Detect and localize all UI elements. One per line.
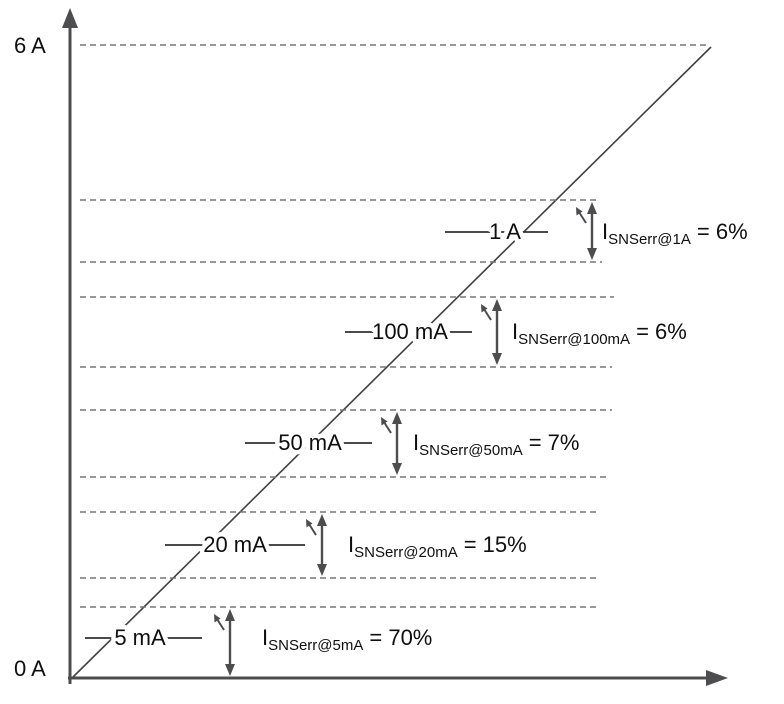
leader-arrow-head [576,207,583,216]
leader-arrow-line [383,421,392,434]
error-annotation: ISNSerr@20mA = 15% [348,532,527,561]
error-annotation: ISNSerr@100mA = 6% [512,319,687,348]
leader-arrow-icon [214,614,225,631]
y-axis-origin-label: 0 A [14,656,46,681]
arrow-up-head-icon [587,202,597,214]
error-band-20ma: 20 mA ISNSerr@20mA = 15% [80,511,600,579]
error-annotation: ISNSerr@5mA = 70% [262,625,432,654]
arrow-down-head-icon [225,664,235,676]
error-band-1a: 1 A ISNSerr@1A = 6% [80,199,748,263]
arrow-down-head-icon [587,248,597,260]
arrow-down-head-icon [492,353,502,365]
arrow-up-head-icon [392,412,402,424]
current-level-label: 1 A [489,219,521,244]
current-level-label: 100 mA [372,319,448,344]
y-axis [62,8,78,684]
x-axis-arrow-icon [706,670,728,686]
y-axis-max-label: 6 A [14,33,46,58]
error-annotation: ISNSerr@1A = 6% [602,219,748,248]
leader-arrow-icon [381,417,392,434]
leader-arrow-head [214,614,221,623]
leader-arrow-icon [576,207,587,224]
y-axis-arrow-icon [62,8,78,28]
error-band-50ma: 50 mA ISNSerr@50mA = 7% [80,409,612,478]
current-level-label: 50 mA [278,430,342,455]
x-axis [68,670,728,686]
leader-arrow-head [381,417,388,426]
arrow-up-head-icon [225,609,235,621]
error-band-5ma: 5 mA ISNSerr@5mA = 70% [80,606,598,676]
arrow-up-head-icon [317,514,327,526]
leader-arrow-head [306,519,313,528]
leader-arrow-icon [481,304,492,321]
load-current-line [70,46,712,680]
arrow-up-head-icon [492,299,502,311]
leader-arrow-line [216,618,225,631]
error-band-100ma: 100 mA ISNSerr@100mA = 6% [80,296,687,368]
leader-arrow-icon [306,519,317,536]
arrow-down-head-icon [392,463,402,475]
current-level-label: 5 mA [114,625,166,650]
arrow-down-head-icon [317,564,327,576]
error-annotation: ISNSerr@50mA = 7% [413,430,579,459]
leader-arrow-head [481,304,488,313]
leader-arrow-line [483,308,492,321]
leader-arrow-line [578,211,587,224]
leader-arrow-line [308,523,317,536]
current-level-label: 20 mA [203,532,267,557]
